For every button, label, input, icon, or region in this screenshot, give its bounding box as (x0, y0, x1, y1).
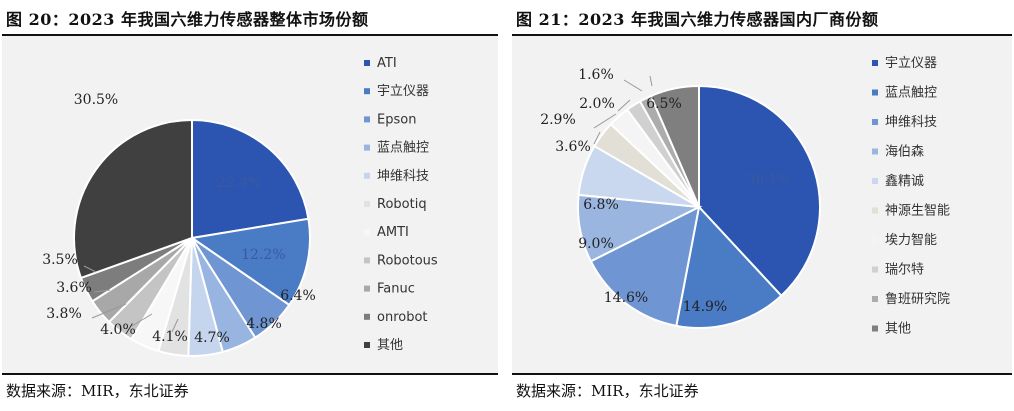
legend-swatch (364, 342, 370, 348)
legend-item-label: 宇立仪器 (885, 56, 937, 71)
legend-swatch (872, 60, 878, 66)
slice-value-label: 4.1% (152, 329, 188, 345)
legend-item-label: onrobot (377, 310, 428, 325)
slice-value-label: 4.0% (100, 322, 136, 338)
slice-value-label: 6.8% (583, 197, 619, 213)
slice-value-label: 38.1% (747, 173, 791, 189)
slice-value-label: 3.5% (42, 252, 78, 268)
legend-item-label: 海伯森 (885, 145, 924, 160)
leader-line (83, 265, 97, 273)
pie-chart-market-share: 22.4% 12.2% 6.4% 4.8% 4.7% 4.1% 4.0% 3.8% 3.6% 3.… (42, 56, 438, 357)
legend-item-label: 鑫精诚 (885, 173, 924, 189)
pie-chart-domestic-share: 38.1% 14.9% 14.6% 9.0% 6.8% 3.6% 2.9%2.0% 1.6% 6… (540, 56, 950, 337)
legend-item-label: 其他 (377, 338, 403, 353)
slice-value-label: 22.4% (217, 175, 261, 191)
source-note: 数据来源：MIR，东北证券 (6, 382, 189, 400)
legend-item-label: 坤维科技 (885, 115, 937, 130)
legend-swatch (364, 172, 370, 179)
legend-item-label: 埃力智能 (885, 233, 937, 248)
slice-value-label: 9.0% (578, 236, 614, 252)
legend-swatch (872, 266, 878, 273)
legend-item-label: 其他 (885, 322, 911, 337)
leader-line (593, 113, 617, 129)
legend-swatch (364, 257, 370, 264)
bottom-rule (2, 373, 498, 375)
legend-item-label: 鲁班研究院 (885, 292, 950, 307)
legend-item-label: AMTI (377, 225, 409, 240)
source-note: 数据来源：MIR，东北证券 (516, 382, 699, 400)
slice-value-label: 3.6% (56, 280, 92, 296)
pie-slice-9 (649, 84, 700, 208)
chart-area: 22.4% 12.2% 6.4% 4.8% 4.7% 4.1% 4.0% 3.8% 3.6% 3.… (2, 36, 498, 373)
legend-swatch (872, 207, 878, 214)
chart-area: 38.1% 14.9% 14.6% 9.0% 6.8% 3.6% 2.9% 2.0% 1.6% 6… (512, 36, 1012, 373)
legend-swatch (872, 148, 878, 155)
leader-line (93, 289, 111, 293)
legend-item-label: Epson (377, 112, 416, 127)
legend-item-label: Robotiq (377, 197, 427, 212)
legend-swatch (364, 144, 370, 151)
leader-line (131, 313, 153, 327)
leader-line (593, 131, 601, 145)
slice-value-label: 6.5% (646, 96, 682, 112)
slice-value-label: 4.8% (246, 316, 282, 332)
leader-line (649, 75, 653, 87)
slice-value-label: 6.4% (280, 288, 316, 304)
legend-item-label: ATI (377, 56, 397, 71)
pie-slice-2 (589, 205, 701, 328)
figure-21-panel: 图 21：2023 年我国六维力传感器国内厂商份额 38.1% 14.9% 14.6… (510, 0, 1014, 411)
legend-swatch (872, 296, 878, 302)
legend-item-label: 坤维科技 (377, 169, 429, 184)
figure-title: 图 20：2023 年我国六维力传感器整体市场份额 (6, 10, 369, 29)
top-rule (2, 34, 498, 36)
leader-line (623, 79, 643, 92)
legend-item-label: 蓝点触控 (885, 86, 937, 101)
slice-value-label: 12.2% (241, 247, 285, 263)
legend-item-label: 神源生智能 (885, 204, 950, 219)
pie-slice-1 (189, 217, 311, 307)
legend-swatch (364, 313, 370, 320)
leader-line (617, 99, 631, 112)
legend-item-label: 蓝点触控 (377, 141, 429, 156)
figure-20-panel: 图 20：2023 年我国六维力传感器整体市场份额 22.4% 12.2% 6.4%… (0, 0, 500, 411)
slice-value-label: 14.9% (683, 299, 727, 315)
pie-slice-1 (675, 204, 783, 329)
legend-item-label: Fanuc (377, 282, 415, 297)
legend-swatch (364, 88, 370, 95)
legend-swatch (364, 201, 370, 207)
slice-value-label: 3.6% (555, 139, 591, 155)
legend-item-label: Robotous (377, 253, 438, 268)
slice-value-label: 14.6% (604, 290, 648, 306)
leader-line (91, 303, 127, 319)
pie-slice-10 (73, 118, 193, 280)
slice-value-label: 30.5% (74, 92, 118, 108)
figure-title: 图 21：2023 年我国六维力传感器国内厂商份额 (516, 10, 879, 29)
pie-slices (577, 84, 821, 329)
bottom-rule (512, 373, 1012, 375)
legend-swatch (364, 285, 370, 292)
slice-value-label: 1.6% (578, 67, 614, 83)
slice-value-label: 2.9% (540, 112, 576, 128)
legend-swatch (872, 237, 878, 243)
pie-slice-0 (698, 84, 821, 298)
legend-swatch (872, 325, 878, 332)
slice-value-label: 4.7% (194, 330, 230, 346)
pie-slices (73, 118, 311, 357)
legend-swatch (364, 116, 370, 123)
legend-item-label: 瑞尔特 (885, 263, 924, 278)
slice-value-label: 3.8% (46, 306, 82, 322)
legend-swatch (872, 119, 878, 125)
legend-swatch (364, 229, 370, 236)
legend-swatch (872, 89, 878, 96)
leader-line (171, 318, 179, 333)
legend-swatch (364, 60, 370, 66)
legend-swatch (872, 178, 878, 184)
slice-value-label: 2.0% (579, 96, 615, 112)
top-rule (512, 34, 1012, 36)
legend-item-label: 宇立仪器 (377, 84, 429, 99)
pie-slice-0 (191, 118, 310, 240)
